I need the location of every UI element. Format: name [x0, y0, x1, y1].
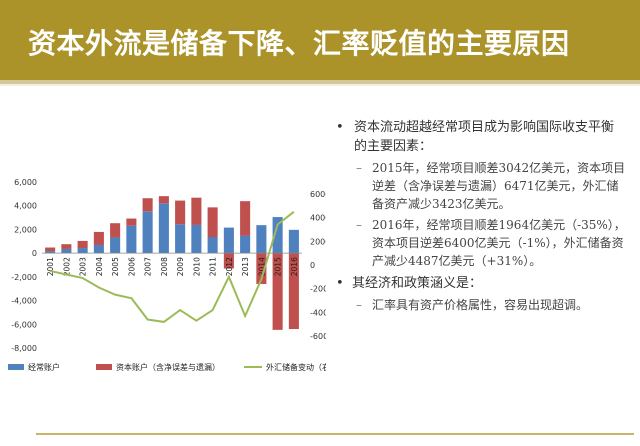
bar-current-account — [93, 244, 104, 254]
legend-swatch-current-account — [8, 364, 24, 370]
line-reserve-change — [49, 211, 295, 323]
y-left-tick-label: -6,000 — [11, 320, 37, 329]
legend-swatch-capital-account — [96, 364, 112, 370]
bar-capital-account — [175, 200, 186, 225]
bar-capital-account — [126, 218, 137, 226]
x-tick-label: 2005 — [111, 257, 120, 276]
bullet-mark: • — [336, 120, 344, 135]
title-bar: 资本外流是储备下降、汇率贬值的主要原因 — [0, 0, 640, 80]
slide-title: 资本外流是储备下降、汇率贬值的主要原因 — [28, 27, 570, 60]
title-rule-light — [0, 84, 640, 86]
sub-bullet-2015: – 2015年，经常项目顺差3042亿美元，资本项目逆差（含净误差与遗漏）647… — [330, 159, 626, 213]
bullet-list: • 资本流动超越经常项目成为影响国际收支平衡的主要因素： – 2015年，经常项… — [330, 118, 626, 314]
legend-label-current-account: 经常账户 — [28, 362, 60, 372]
x-tick-label: 2013 — [241, 257, 250, 276]
bar-current-account — [240, 235, 251, 254]
bar-capital-account — [207, 207, 218, 238]
bar-capital-account — [61, 244, 72, 249]
y-left-tick-label: -8,000 — [11, 344, 37, 353]
y-left-tick-label: -4,000 — [11, 297, 37, 306]
sub-bullet-implication: – 汇率具有资产价格属性，容易出现超调。 — [330, 296, 626, 314]
bullet-text: 其经济和政策涵义是： — [352, 276, 483, 291]
bar-current-account — [61, 248, 72, 254]
x-tick-label: 2006 — [127, 257, 136, 276]
x-tick-label: 2010 — [192, 257, 201, 276]
x-tick-label: 2001 — [46, 257, 55, 276]
bar-current-account — [223, 227, 234, 254]
bar-capital-account — [240, 201, 251, 236]
bar-capital-account — [93, 231, 104, 245]
x-tick-label: 2016 — [290, 257, 299, 276]
y-right-tick-label: 0 — [310, 261, 315, 270]
x-tick-label: 2007 — [144, 257, 153, 276]
bullet-text: 资本流动超越经常项目成为影响国际收支平衡的主要因素： — [354, 120, 615, 154]
sub-bullet-mark: – — [356, 161, 362, 175]
title-rule — [0, 80, 640, 84]
bar-current-account — [110, 237, 121, 254]
y-left-tick-label: 4,000 — [14, 202, 37, 211]
y-right-tick-label: 4000 — [310, 214, 326, 223]
sub-bullet-mark: – — [356, 298, 362, 312]
sub-bullet-2016: – 2016年，经常项目顺差1964亿美元（-35%），资本项目逆差6400亿美… — [330, 216, 626, 270]
legend-label-capital-account: 资本账户（含净误差与遗漏） — [116, 362, 220, 372]
x-tick-label: 2012 — [225, 257, 234, 276]
bar-capital-account — [158, 196, 169, 204]
footer-rule — [36, 433, 634, 435]
bullet-point-1: • 资本流动超越经常项目成为影响国际收支平衡的主要因素： — [330, 118, 626, 156]
bar-current-account — [45, 251, 56, 254]
bullet-point-2: • 其经济和政策涵义是： — [330, 274, 626, 293]
sub-bullet-text: 2016年，经常项目顺差1964亿美元（-35%），资本项目逆差6400亿美元（… — [372, 218, 626, 268]
x-tick-label: 2015 — [274, 257, 283, 276]
x-tick-label: 2009 — [176, 257, 185, 276]
bar-current-account — [77, 248, 88, 254]
y-left-tick-label: 6,000 — [14, 178, 37, 187]
bar-current-account — [142, 211, 153, 254]
bar-capital-account — [45, 247, 56, 252]
sub-bullet-text: 2015年，经常项目顺差3042亿美元，资本项目逆差（含净误差与遗漏）6471亿… — [372, 161, 626, 211]
bar-capital-account — [191, 197, 202, 225]
bar-current-account — [288, 229, 299, 254]
x-tick-label: 2011 — [209, 257, 218, 276]
y-left-tick-label: 2,000 — [14, 225, 37, 234]
legend-label-reserve-change: 外汇储备变动（右轴） — [266, 362, 326, 372]
y-left-tick-label: -2,000 — [11, 273, 37, 282]
sub-bullet-text: 汇率具有资产价格属性，容易出现超调。 — [372, 298, 589, 312]
bar-current-account — [158, 203, 169, 254]
bar-capital-account — [256, 253, 267, 284]
bar-capital-account — [142, 198, 153, 212]
bar-current-account — [256, 225, 267, 254]
bar-capital-account — [288, 253, 299, 330]
bullet-mark: • — [336, 276, 344, 291]
bar-capital-account — [110, 223, 121, 238]
bar-capital-account — [223, 253, 234, 269]
y-right-tick-label: 6000 — [310, 190, 326, 199]
y-right-tick-label: -6000 — [310, 332, 326, 341]
sub-bullet-mark: – — [356, 218, 362, 232]
x-tick-label: 2014 — [257, 257, 266, 276]
x-tick-label: 2002 — [62, 257, 71, 276]
x-tick-label: 2004 — [95, 257, 104, 276]
chart-area: 6,000 4,000 2,000 0 -2,000 -4,000 -6,000 -8,000… — [8, 178, 326, 372]
y-left-tick-label: 0 — [32, 249, 37, 258]
y-right-tick-label: -4000 — [310, 308, 326, 317]
x-tick-label: 2008 — [160, 257, 169, 276]
bar-current-account — [207, 237, 218, 254]
bar-current-account — [272, 217, 283, 254]
x-tick-label: 2003 — [79, 257, 88, 276]
bar-current-account — [126, 225, 137, 254]
bar-current-account — [191, 224, 202, 254]
bar-current-account — [175, 224, 186, 254]
bar-capital-account — [272, 253, 283, 330]
bar-capital-account — [77, 240, 88, 249]
